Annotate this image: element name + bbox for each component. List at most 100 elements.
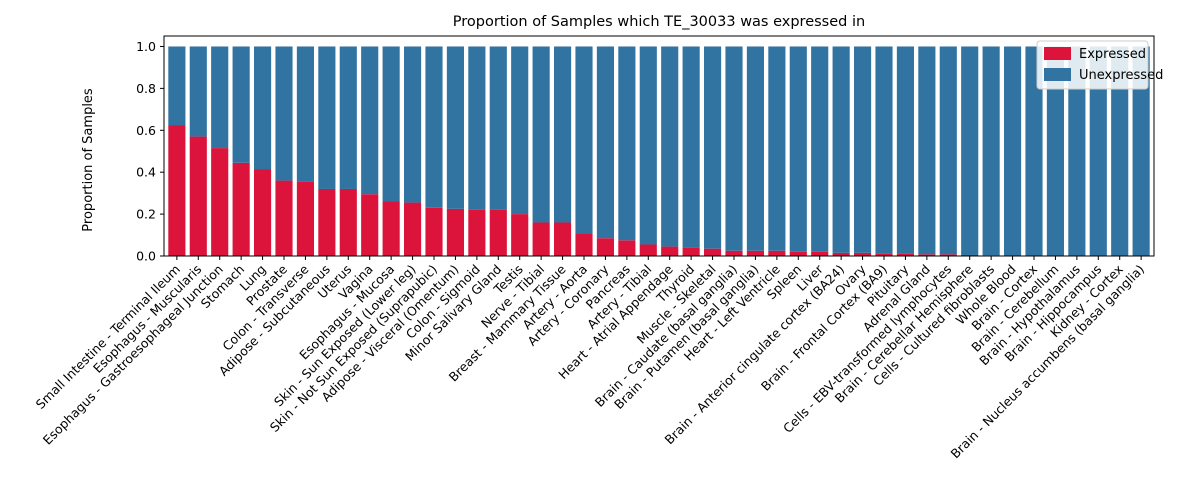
bar-unexpressed-25 bbox=[704, 46, 722, 249]
bar-expressed-12 bbox=[425, 207, 443, 256]
chart-title: Proportion of Samples which TE_30033 was… bbox=[453, 14, 865, 30]
y-axis-label: Proportion of Samples bbox=[81, 88, 96, 232]
bar-unexpressed-29 bbox=[789, 46, 807, 252]
plot-frame bbox=[163, 35, 1155, 257]
legend-label-unexpressed: Unexpressed bbox=[1079, 68, 1163, 83]
bar-unexpressed-27 bbox=[746, 46, 764, 251]
y-axis-ticks: 0.0 0.2 0.4 0.6 0.8 1.0 bbox=[136, 39, 164, 264]
y-tick-label-0: 0.0 bbox=[136, 249, 156, 264]
bar-expressed-16 bbox=[511, 214, 529, 256]
bar-expressed-36 bbox=[939, 254, 957, 256]
y-tick-label-1: 0.2 bbox=[136, 207, 156, 222]
bar-unexpressed-33 bbox=[875, 46, 893, 254]
bar-expressed-25 bbox=[704, 248, 722, 256]
bar-expressed-18 bbox=[554, 222, 572, 256]
bar-expressed-8 bbox=[339, 188, 357, 256]
bar-expressed-28 bbox=[768, 250, 786, 256]
bar-unexpressed-17 bbox=[532, 46, 550, 223]
bar-unexpressed-36 bbox=[939, 46, 957, 255]
bar-unexpressed-24 bbox=[682, 46, 700, 248]
bar-unexpressed-15 bbox=[489, 46, 507, 210]
bar-expressed-31 bbox=[832, 252, 850, 256]
bar-unexpressed-2 bbox=[211, 46, 229, 149]
bar-expressed-23 bbox=[661, 246, 679, 256]
bar-unexpressed-22 bbox=[639, 46, 657, 245]
bar-expressed-30 bbox=[811, 251, 829, 256]
bar-expressed-33 bbox=[875, 253, 893, 256]
bar-unexpressed-32 bbox=[854, 46, 872, 253]
bar-unexpressed-28 bbox=[768, 46, 786, 251]
bar-unexpressed-3 bbox=[232, 46, 250, 163]
bar-expressed-17 bbox=[532, 222, 550, 256]
bar-expressed-1 bbox=[189, 136, 207, 256]
bar-unexpressed-18 bbox=[554, 46, 572, 223]
bar-expressed-4 bbox=[254, 169, 272, 256]
bar-unexpressed-19 bbox=[575, 46, 593, 235]
x-tick-label-2: Esophagus - Gastroesophageal Junction bbox=[40, 262, 226, 448]
bar-unexpressed-4 bbox=[254, 46, 272, 170]
bar-unexpressed-38 bbox=[982, 46, 1000, 256]
bar-unexpressed-9 bbox=[361, 46, 379, 195]
bar-unexpressed-23 bbox=[661, 46, 679, 247]
bar-unexpressed-12 bbox=[425, 46, 443, 208]
y-tick-label-3: 0.6 bbox=[136, 123, 156, 138]
bar-unexpressed-14 bbox=[468, 46, 486, 210]
bar-expressed-7 bbox=[318, 188, 336, 256]
bar-expressed-35 bbox=[918, 254, 936, 256]
bar-unexpressed-6 bbox=[296, 46, 314, 182]
bar-expressed-37 bbox=[961, 254, 979, 256]
bar-expressed-14 bbox=[468, 209, 486, 256]
bar-unexpressed-26 bbox=[725, 46, 743, 251]
bars-layer bbox=[168, 46, 1150, 257]
bar-unexpressed-39 bbox=[1004, 46, 1022, 257]
bar-unexpressed-42 bbox=[1068, 46, 1086, 257]
bar-expressed-21 bbox=[618, 240, 636, 256]
bar-unexpressed-13 bbox=[446, 46, 464, 209]
legend-swatch-expressed bbox=[1044, 47, 1071, 60]
x-axis-ticks: Small Intestine - Terminal IleumEsophagu… bbox=[33, 256, 1147, 461]
bar-expressed-29 bbox=[789, 251, 807, 256]
legend: Expressed Unexpressed bbox=[1036, 40, 1163, 90]
bar-expressed-15 bbox=[489, 209, 507, 256]
bar-expressed-24 bbox=[682, 247, 700, 256]
bar-unexpressed-35 bbox=[918, 46, 936, 255]
bar-expressed-26 bbox=[725, 250, 743, 256]
bar-expressed-19 bbox=[575, 234, 593, 256]
legend-label-expressed: Expressed bbox=[1079, 47, 1146, 62]
bar-unexpressed-21 bbox=[618, 46, 636, 241]
bar-unexpressed-43 bbox=[1089, 46, 1107, 257]
bar-unexpressed-44 bbox=[1111, 46, 1129, 257]
bar-expressed-32 bbox=[854, 252, 872, 256]
bar-expressed-27 bbox=[746, 250, 764, 256]
bar-unexpressed-11 bbox=[404, 46, 422, 203]
bar-unexpressed-45 bbox=[1132, 46, 1150, 257]
legend-swatch-unexpressed bbox=[1044, 68, 1071, 81]
bar-expressed-3 bbox=[232, 162, 250, 256]
y-tick-label-4: 0.8 bbox=[136, 81, 156, 96]
bar-unexpressed-31 bbox=[832, 46, 850, 253]
bar-unexpressed-5 bbox=[275, 46, 293, 181]
bar-expressed-11 bbox=[404, 202, 422, 256]
bar-expressed-13 bbox=[446, 208, 464, 256]
bar-expressed-0 bbox=[168, 125, 186, 256]
bar-unexpressed-10 bbox=[382, 46, 400, 202]
bar-expressed-6 bbox=[296, 181, 314, 256]
bar-expressed-20 bbox=[596, 238, 614, 256]
bar-unexpressed-20 bbox=[596, 46, 614, 239]
bar-expressed-34 bbox=[896, 253, 914, 256]
bar-unexpressed-41 bbox=[1046, 46, 1064, 257]
x-tick-label-1: Esophagus - Muscularis bbox=[90, 262, 204, 376]
bar-unexpressed-1 bbox=[189, 46, 207, 137]
y-tick-label-5: 1.0 bbox=[136, 39, 156, 54]
bar-unexpressed-8 bbox=[339, 46, 357, 189]
bar-unexpressed-16 bbox=[511, 46, 529, 215]
bar-expressed-10 bbox=[382, 201, 400, 256]
bar-expressed-22 bbox=[639, 244, 657, 256]
bar-expressed-5 bbox=[275, 180, 293, 256]
bar-unexpressed-30 bbox=[811, 46, 829, 252]
bar-unexpressed-0 bbox=[168, 46, 186, 126]
bar-unexpressed-7 bbox=[318, 46, 336, 189]
bar-unexpressed-40 bbox=[1025, 46, 1043, 257]
bar-expressed-9 bbox=[361, 194, 379, 256]
